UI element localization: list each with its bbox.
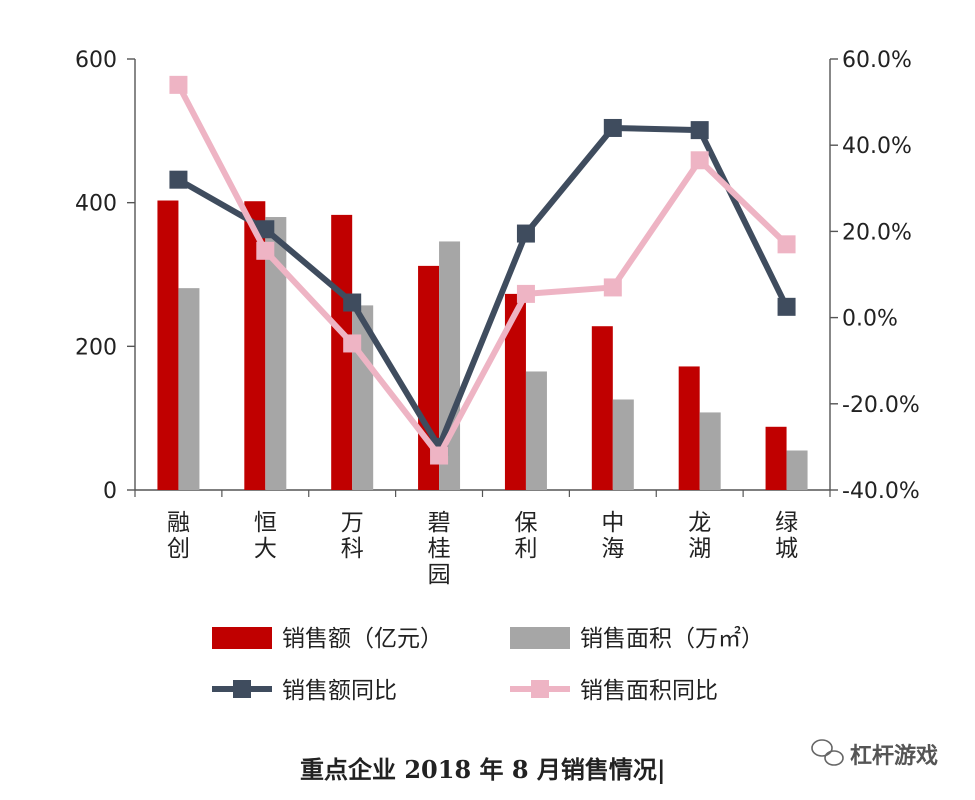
right-tick-label: -20.0% <box>842 393 920 418</box>
category-label: 龙 <box>688 510 711 536</box>
point-sales-yoy <box>603 118 622 137</box>
point-sales-yoy <box>690 121 709 140</box>
point-sales-yoy <box>343 293 362 312</box>
category-label: 恒 <box>254 510 277 536</box>
category-label: 创 <box>167 536 190 562</box>
legend-swatch-area <box>510 627 570 649</box>
category-label: 保 <box>514 510 537 536</box>
legend-label-sales: 销售额（亿元） <box>282 626 443 652</box>
watermark: 杠杆游戏 <box>811 739 938 769</box>
category-label: 万 <box>341 510 364 536</box>
right-tick-label: 20.0% <box>842 220 912 245</box>
right-tick-label: 0.0% <box>842 307 898 332</box>
point-sales-yoy <box>516 224 535 243</box>
category-label: 绿 <box>775 510 798 536</box>
category-label: 碧 <box>428 510 451 536</box>
legend-swatch-sales <box>212 627 272 649</box>
left-tick-label: 600 <box>75 48 117 73</box>
left-tick-label: 400 <box>75 192 117 217</box>
point-sales-yoy <box>256 220 275 239</box>
point-area-yoy <box>256 241 275 260</box>
left-tick-label: 200 <box>75 335 117 360</box>
bar-sales <box>678 366 700 490</box>
point-area-yoy <box>169 75 188 94</box>
bar-sales <box>591 326 613 490</box>
right-axis: -40.0% -20.0% 0.0% 20.0% 40.0% 60.0% <box>829 48 920 504</box>
category-label: 大 <box>254 536 277 562</box>
right-tick-label: 40.0% <box>842 134 912 159</box>
point-area-yoy <box>777 235 796 254</box>
category-label: 利 <box>514 536 537 562</box>
bar-sales <box>157 200 179 491</box>
category-label: 湖 <box>688 536 711 562</box>
line-series <box>169 75 796 465</box>
watermark-text: 杠杆游戏 <box>850 743 938 769</box>
bar-sales <box>504 293 526 490</box>
point-area-yoy <box>690 151 709 170</box>
bar-sales <box>244 201 266 491</box>
legend-marker-sales-yoy <box>233 680 251 698</box>
chart-caption: 重点企业 2018 年 8 月销售情况| <box>300 755 666 784</box>
category-label: 融 <box>167 510 190 536</box>
legend-label-sales-yoy: 销售额同比 <box>282 678 397 704</box>
point-area-yoy <box>603 278 622 297</box>
legend-label-area-yoy: 销售面积同比 <box>580 678 718 704</box>
category-label: 科 <box>341 536 364 562</box>
category-label: 城 <box>775 536 798 562</box>
bar-area <box>786 450 808 490</box>
bar-area <box>265 217 287 491</box>
line-sales-yoy <box>176 124 790 450</box>
point-sales-yoy <box>777 297 796 316</box>
line-area-yoy <box>175 83 789 459</box>
legend: 销售额（亿元） 销售面积（万㎡） 销售额同比 销售面积同比 <box>212 626 764 704</box>
point-area-yoy <box>516 284 535 303</box>
category-label: 桂 <box>428 536 451 562</box>
bar-area <box>525 371 547 490</box>
point-sales-yoy <box>169 170 188 189</box>
category-label: 中 <box>601 510 624 536</box>
category-labels: 融创 恒大 万科 碧桂园 保利 中海 龙湖 绿城 <box>134 490 831 588</box>
bar-sales <box>765 426 787 490</box>
category-label: 海 <box>601 536 624 562</box>
bar-area <box>612 399 634 490</box>
bar-area <box>699 412 721 490</box>
legend-label-area: 销售面积（万㎡） <box>580 626 764 652</box>
right-tick-label: 60.0% <box>842 48 912 73</box>
point-area-yoy <box>430 446 449 465</box>
category-label: 园 <box>428 562 451 588</box>
legend-marker-area-yoy <box>531 680 549 698</box>
wechat-icon <box>811 739 844 766</box>
left-tick-label: 0 <box>103 479 117 504</box>
point-area-yoy <box>343 334 362 353</box>
bar-sales <box>331 214 353 490</box>
bar-area <box>178 288 200 490</box>
right-tick-label: -40.0% <box>842 479 920 504</box>
